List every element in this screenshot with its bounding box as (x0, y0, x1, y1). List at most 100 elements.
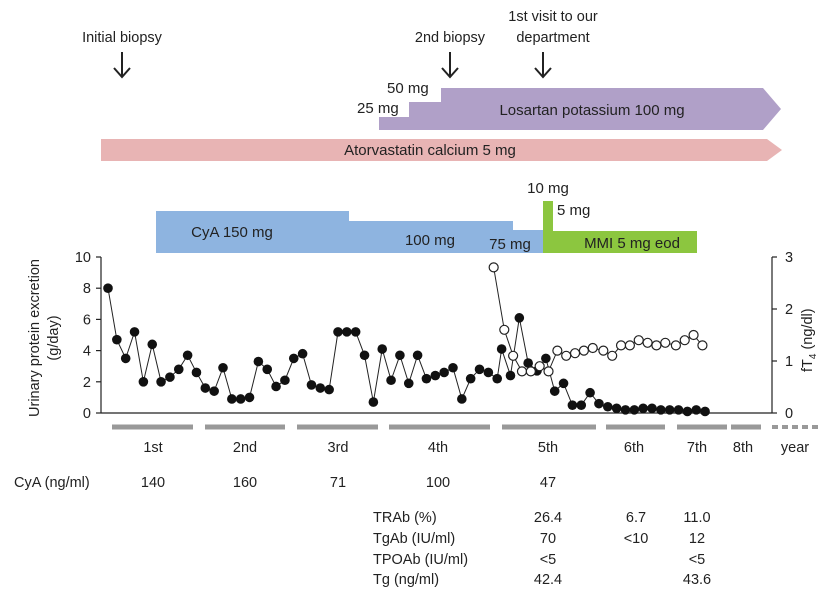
event-first-visit-arrow-icon (534, 52, 552, 79)
mmi-5-label: 5 mg (557, 202, 590, 219)
lab-value: 6.7 (626, 510, 646, 526)
losartan-shape (379, 88, 781, 130)
protein-point (700, 406, 710, 417)
ft4-point (607, 350, 618, 361)
protein-point (448, 362, 458, 373)
left-tick-label: 0 (83, 406, 91, 422)
lab-value: <5 (689, 552, 706, 568)
lab-row-label: TPOAb (IU/ml) (373, 552, 468, 568)
ft4-point (525, 366, 536, 377)
series-0-line (107, 288, 706, 412)
protein-point (173, 364, 184, 375)
protein-point (523, 358, 533, 368)
cya-level-value: 100 (426, 475, 450, 491)
ft4-point (534, 361, 545, 372)
protein-point (647, 403, 657, 414)
protein-point (147, 339, 158, 350)
lab-row-label: TRAb (%) (373, 510, 437, 526)
protein-point (656, 405, 666, 415)
protein-point (350, 327, 361, 337)
ft4-point (561, 350, 572, 361)
protein-point (638, 403, 648, 414)
cya-bar: CyA 150 mg 100 mg 75 mg (156, 211, 543, 253)
protein-point (156, 377, 166, 387)
ft4-point (508, 350, 519, 361)
year-labels: 1st 2nd 3rd 4th 5th 6th 7th 8th (143, 440, 753, 456)
losartan-bar: 25 mg 50 mg Losartan potassium 100 mg (357, 80, 781, 130)
right-axis-title-main: fT (800, 359, 816, 372)
cya-level-value: 140 (141, 475, 165, 491)
plot-axes: 0 2 4 6 8 10 0 1 2 3 Urinary protein excretion (… (27, 250, 819, 422)
protein-point (165, 372, 175, 382)
event-2nd-biopsy-arrow-icon (441, 52, 459, 79)
ft4-point (516, 366, 528, 377)
event-initial-biopsy-arrow-icon (113, 52, 131, 79)
left-axis-ticks: 0 2 4 6 8 10 (75, 250, 101, 422)
left-axis-title-line1: Urinary protein excretion (27, 259, 43, 417)
protein-point (611, 403, 622, 414)
protein-point (474, 364, 485, 375)
year-label: 4th (428, 440, 448, 456)
lab-value: 43.6 (683, 572, 711, 588)
protein-point (567, 400, 578, 411)
ft4-point (642, 337, 653, 348)
cya-levels-values: 140 160 71 100 47 (141, 475, 556, 491)
protein-point (129, 327, 140, 337)
left-tick-label: 6 (83, 312, 91, 328)
protein-point (333, 327, 343, 337)
protein-point (505, 370, 516, 381)
protein-point (620, 405, 631, 415)
ft4-point (688, 329, 699, 341)
year-label: 5th (538, 440, 558, 456)
year-label: 7th (687, 440, 707, 456)
protein-point (227, 394, 237, 404)
cya-levels-row: CyA (ng/ml) 140 160 71 100 47 (14, 475, 556, 491)
event-first-visit-label-line1: 1st visit to our (508, 9, 598, 25)
protein-point (386, 375, 396, 386)
right-axis-ticks: 0 1 2 3 (772, 250, 793, 422)
lab-value: 26.4 (534, 510, 562, 526)
cya-150-label: CyA 150 mg (191, 224, 273, 241)
left-tick-label: 10 (75, 250, 91, 266)
lab-value: 70 (540, 531, 556, 547)
right-tick-label: 2 (785, 302, 793, 318)
ft4-point (624, 340, 635, 351)
year-label: 2nd (233, 440, 257, 456)
protein-point (306, 380, 317, 390)
protein-point (120, 353, 131, 364)
protein-point (368, 397, 379, 407)
ft4-point (552, 345, 563, 356)
losartan-main-label: Losartan potassium 100 mg (499, 102, 684, 119)
event-initial-biopsy-label: Initial biopsy (82, 30, 163, 46)
protein-point (629, 405, 640, 415)
lab-value: 42.4 (534, 572, 562, 588)
ft4-point (587, 342, 598, 354)
atorvastatin-bar: Atorvastatin calcium 5 mg (101, 139, 782, 161)
protein-point (262, 364, 273, 375)
protein-point (576, 400, 587, 411)
lab-row-label: TgAb (IU/ml) (373, 531, 455, 547)
left-axis-title-line2: (g/day) (46, 315, 62, 360)
protein-point (342, 327, 352, 337)
ft4-point (697, 340, 708, 351)
lab-value: 12 (689, 531, 705, 547)
protein-point (421, 373, 432, 384)
lab-value: 11.0 (683, 510, 710, 526)
year-label: 8th (733, 440, 753, 456)
protein-point (280, 375, 290, 386)
cya-level-value: 47 (540, 475, 556, 491)
ft4-point (499, 324, 510, 335)
protein-point (541, 353, 551, 364)
protein-point (585, 387, 595, 398)
protein-point (594, 398, 604, 409)
atorvastatin-shape (101, 139, 782, 161)
protein-point (602, 401, 613, 412)
ft4-point (660, 337, 671, 348)
losartan-step-50-label: 50 mg (387, 80, 429, 97)
protein-point (439, 367, 449, 378)
protein-point (288, 353, 299, 364)
protein-point (457, 394, 467, 404)
protein-point (682, 406, 693, 417)
protein-point (496, 344, 507, 354)
